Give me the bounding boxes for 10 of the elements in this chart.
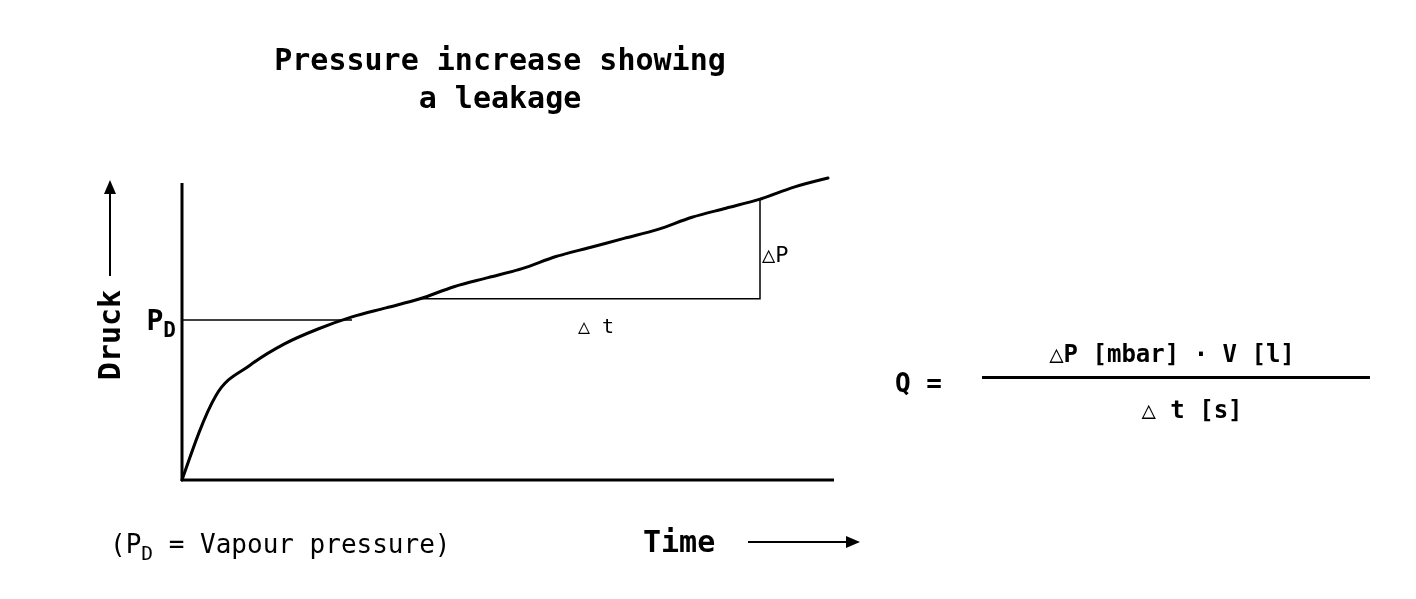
x-axis-title: Time [643,524,716,559]
text: △ t [s] [1141,396,1243,424]
chart-title: Pressure increase showing a leakage [274,42,726,115]
text: △P [mbar] · V [l] [1049,340,1295,368]
text: Q = [895,368,942,398]
y-axis-title: Druck [92,289,127,381]
ref-line-label: P$_{D}$ [146,303,176,343]
annotation: △ t [578,314,615,338]
annotation: △P [762,242,789,267]
text: (P$_{D}$ = Vapour pressure) [110,529,451,565]
